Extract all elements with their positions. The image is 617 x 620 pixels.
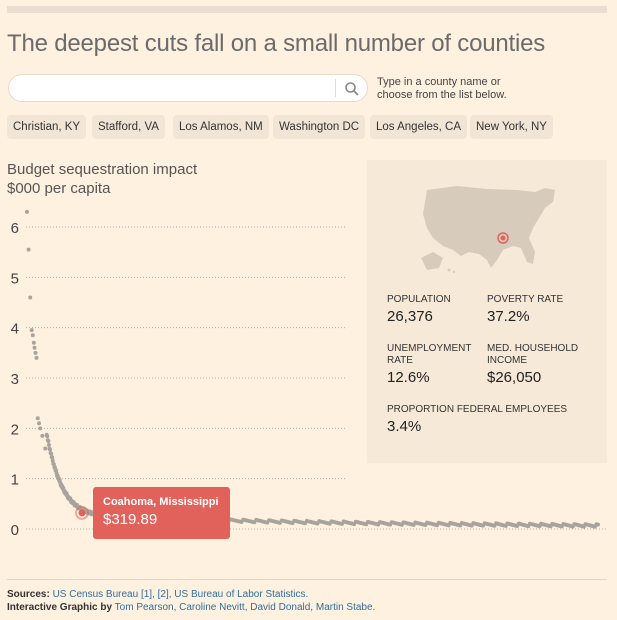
county-search[interactable] [8,74,368,102]
unemployment-value: 12.6% [387,369,430,386]
chart-ylabel: $000 per capita [7,180,111,197]
county-pill[interactable]: Christian, KY [7,115,87,139]
population-label: POPULATION [387,294,451,305]
data-point [33,350,38,355]
data-point [28,295,33,300]
poverty-label: POVERTY RATE [487,294,564,305]
data-point [43,446,48,451]
y-tick-label: 5 [11,270,19,287]
federal-stat: PROPORTION FEDERAL EMPLOYEES 3.4% [387,404,597,435]
income-value: $26,050 [487,369,542,386]
highlight-tooltip: Coahoma, Mississippi $319.89 [93,487,230,539]
us-map-icon [421,186,555,274]
data-point [31,340,36,345]
sources-links[interactable]: US Census Bureau [1], [2], US Bureau of … [52,589,309,600]
data-point [26,247,31,252]
y-tick-label: 2 [11,421,19,438]
y-tick-label: 0 [11,522,19,539]
population-value: 26,376 [387,308,433,325]
county-pill[interactable]: Washington DC [273,115,366,139]
data-point [40,433,45,438]
data-point [34,355,39,360]
county-pill[interactable]: New York, NY [470,115,553,139]
county-pill[interactable]: Los Alamos, NM [173,115,269,139]
data-point [25,209,29,214]
data-point [35,416,40,421]
data-point [29,328,34,333]
page-title: The deepest cuts fall on a small number … [7,30,546,57]
population-stat: POPULATION 26,376 [387,294,482,325]
data-point [51,462,56,467]
y-tick-label: 6 [11,220,19,237]
data-point [50,455,55,460]
sources-line: Sources: US Census Bureau [1], [2], US B… [7,588,375,601]
highlight-point [78,509,86,517]
data-point [45,434,50,439]
credits-label: Interactive Graphic by [7,602,113,613]
data-point [596,522,600,527]
unemployment-label: UNEMPLOYMENT RATE [387,343,472,366]
data-point [38,426,43,431]
search-icon[interactable] [343,80,361,98]
highlight-ring [75,505,89,520]
footer: Sources: US Census Bureau [1], [2], US B… [7,588,375,614]
chart-title-line-1: Budget sequestration impact [7,161,198,178]
poverty-value: 37.2% [487,308,530,325]
y-tick-label: 3 [11,371,19,388]
income-label: MED. HOUSEHOLD INCOME [487,343,579,366]
data-point [30,333,35,338]
search-hint: Type in a county name or choose from the… [377,76,577,102]
income-stat: MED. HOUSEHOLD INCOME $26,050 [487,343,597,386]
federal-value: 3.4% [387,418,422,435]
data-point [37,421,42,426]
search-hint-line-1: Type in a county name or [377,76,501,88]
county-pill[interactable]: Stafford, VA [92,115,165,139]
search-input[interactable] [19,79,329,97]
credits-line: Interactive Graphic by Tom Pearson, Caro… [7,601,375,614]
footer-rule [7,579,607,580]
chart-title: Budget sequestration impact $000 per cap… [7,160,197,198]
data-point [32,345,37,350]
top-rule [7,6,607,13]
credits-links[interactable]: Tom Pearson, Caroline Nevitt, David Dona… [114,602,376,613]
data-point [50,458,55,463]
tooltip-county-name: Coahoma, Mississippi [103,496,219,508]
county-pill[interactable]: Los Angeles, CA [370,115,468,139]
tooltip-value: $319.89 [103,511,158,528]
y-tick-label: 4 [11,321,19,338]
data-point [48,447,53,452]
search-hint-line-2: choose from the list below. [377,89,507,101]
federal-label: PROPORTION FEDERAL EMPLOYEES [387,404,568,415]
poverty-stat: POVERTY RATE 37.2% [487,294,597,325]
unemployment-stat: UNEMPLOYMENT RATE 12.6% [387,343,482,386]
y-tick-label: 1 [11,472,19,489]
data-point [46,439,51,444]
county-detail-panel: POPULATION 26,376 POVERTY RATE 37.2% UNE… [367,160,607,463]
search-divider [335,79,336,97]
data-point [46,442,51,447]
sources-label: Sources: [7,589,50,600]
data-point [49,451,54,456]
